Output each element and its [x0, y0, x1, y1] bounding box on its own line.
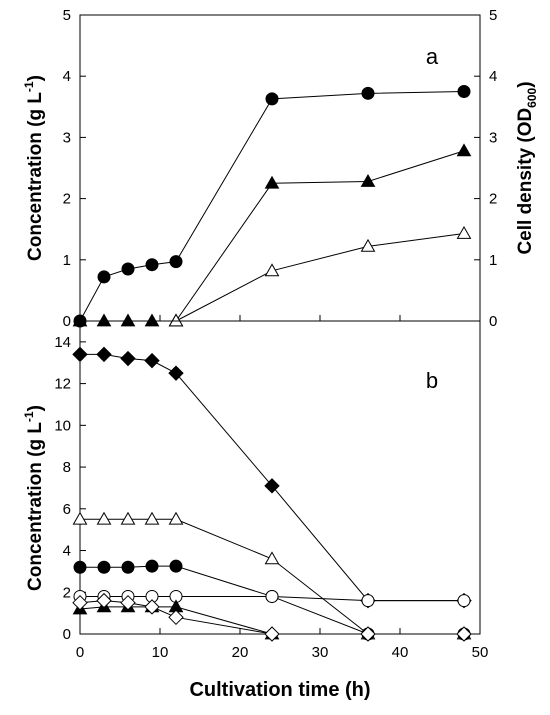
- data-point-circle: [121, 560, 135, 574]
- y-tick-label: 0: [63, 313, 71, 330]
- x-tick-label: 30: [312, 644, 329, 661]
- data-point-diamond: [72, 594, 88, 611]
- panel-b-series: [72, 346, 472, 642]
- y2-tick-label: 1: [489, 252, 497, 269]
- data-point-circle: [457, 85, 471, 98]
- panel-a-label: a: [426, 44, 439, 69]
- y-tick-label: 3: [63, 129, 71, 146]
- data-point-circle: [121, 262, 135, 276]
- y2-tick-label: 4: [489, 68, 497, 85]
- y-tick-label: 4: [63, 543, 71, 560]
- y-tick-label: 1: [63, 252, 71, 269]
- data-point-diamond: [168, 365, 184, 381]
- data-point-triangle: [360, 238, 376, 252]
- data-point-circle: [361, 86, 375, 100]
- data-point-triangle: [456, 143, 472, 157]
- data-point-triangle: [264, 175, 280, 189]
- data-point-diamond: [72, 346, 88, 363]
- x-tick-label: 0: [76, 644, 84, 661]
- data-point-diamond: [360, 626, 376, 642]
- y-tick-label: 0: [63, 626, 71, 643]
- y2-tick-label: 5: [489, 7, 497, 24]
- data-point-circle: [73, 560, 87, 574]
- panel-b-left-y-label: Concentration (g L-1): [22, 405, 46, 591]
- x-tick-label: 40: [392, 644, 409, 661]
- y2-tick-label: 3: [489, 129, 497, 146]
- data-point-triangle: [144, 511, 160, 525]
- data-point-triangle: [120, 511, 136, 525]
- data-point-diamond: [120, 350, 136, 367]
- data-point-circle: [265, 92, 279, 106]
- data-point-circle: [97, 560, 111, 574]
- panel-a-right-y-label: Cell density (OD600): [515, 81, 539, 254]
- data-point-diamond: [144, 599, 160, 615]
- panel-a-left-y-label: Concentration (g L-1): [22, 75, 46, 261]
- y-tick-label: 10: [54, 417, 71, 434]
- series-line: [175, 232, 465, 322]
- data-point-circle: [169, 559, 183, 573]
- data-point-triangle: [168, 313, 184, 327]
- y-tick-label: 2: [63, 191, 71, 208]
- data-point-triangle: [144, 313, 160, 327]
- data-point-triangle: [168, 511, 184, 525]
- data-point-circle: [169, 255, 183, 269]
- y-tick-label: 2: [63, 584, 71, 601]
- x-tick-label: 10: [152, 644, 169, 661]
- data-point-triangle: [264, 263, 280, 277]
- panel-a: 0 1 2 3 4 5 0 1 2 3 4 5 a Concentration (g L-1) Cel…: [22, 7, 539, 330]
- data-point-triangle: [456, 225, 472, 239]
- y2-tick-label: 0: [489, 313, 497, 330]
- x-tick-label: 20: [232, 644, 249, 661]
- panel-a-frame: [79, 14, 481, 322]
- data-point-circle: [457, 594, 471, 608]
- data-point-diamond: [120, 594, 136, 611]
- data-point-triangle: [96, 511, 112, 525]
- panel-b: 0 2 4 6 8 10 12 14 b Concentration (g L-1): [22, 320, 481, 643]
- data-point-circle: [361, 594, 375, 608]
- panel-b-label: b: [426, 368, 438, 393]
- data-point-circle: [97, 270, 111, 284]
- data-point-triangle: [96, 313, 112, 327]
- data-point-diamond: [96, 346, 112, 363]
- data-point-diamond: [264, 626, 280, 642]
- x-axis-label: Cultivation time (h): [189, 679, 370, 701]
- y-tick-label: 4: [63, 68, 71, 85]
- data-point-diamond: [96, 592, 112, 609]
- y-tick-label: 6: [63, 501, 71, 518]
- data-point-diamond: [168, 609, 184, 626]
- y-tick-label: 5: [63, 7, 71, 24]
- panel-b-ticks: 0 2 4 6 8 10 12 14: [54, 334, 86, 643]
- y-tick-label: 8: [63, 459, 71, 476]
- x-axis-ticks: 0 10 20 30 40 50: [76, 315, 489, 661]
- x-tick-label: 50: [472, 644, 489, 661]
- data-point-triangle: [72, 511, 88, 525]
- series-line: [79, 91, 465, 322]
- y-tick-label: 14: [54, 334, 71, 351]
- data-point-circle: [145, 559, 159, 573]
- panel-b-frame: [79, 320, 481, 635]
- data-point-diamond: [144, 352, 160, 369]
- y-tick-label: 12: [54, 376, 71, 393]
- data-point-triangle: [360, 173, 376, 187]
- data-point-circle: [265, 589, 279, 603]
- panel-a-series: [72, 85, 472, 328]
- panel-a-ticks: 0 1 2 3 4 5 0 1 2 3 4 5: [63, 7, 498, 330]
- series-line: [80, 518, 464, 635]
- data-point-circle: [145, 258, 159, 272]
- y2-tick-label: 2: [489, 191, 497, 208]
- data-point-triangle: [264, 551, 280, 565]
- data-point-diamond: [456, 626, 472, 642]
- data-point-diamond: [264, 478, 280, 494]
- data-point-triangle: [120, 313, 136, 327]
